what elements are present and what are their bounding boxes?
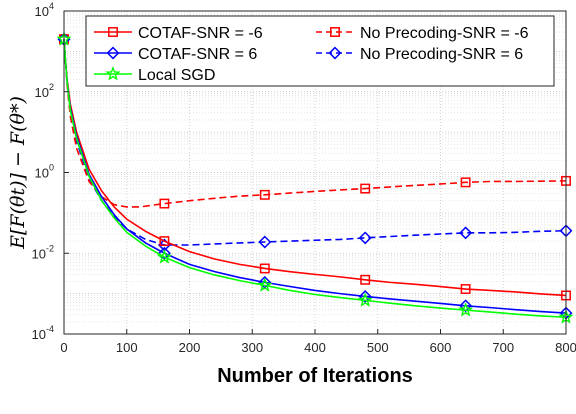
series-point [458, 302, 474, 317]
legend-item: COTAF-SNR = -6 [94, 25, 263, 42]
x-tick-label: 500 [367, 340, 389, 355]
legend-label: No Precoding-SNR = 6 [360, 46, 523, 63]
x-tick-label: 800 [555, 340, 576, 355]
legend-label: No Precoding-SNR = -6 [360, 25, 529, 42]
legend-marker [105, 66, 121, 81]
legend-marker [328, 46, 342, 60]
legend: COTAF-SNR = -6 COTAF-SNR = 6 Local SGD No P… [85, 15, 555, 87]
series-point [157, 246, 171, 260]
series-point [156, 249, 172, 264]
legend-item: No Precoding-SNR = 6 [316, 46, 523, 63]
x-tick-label: 0 [60, 340, 67, 355]
series-point [257, 277, 273, 292]
legend-label: Local SGD [138, 67, 215, 84]
y-tick-labels: 104 102 100 10-2 10-4 [32, 1, 69, 342]
x-tick-label: 100 [116, 340, 138, 355]
series-line [63, 39, 567, 246]
series-point [358, 290, 372, 303]
series-point [358, 231, 372, 245]
series-line [63, 39, 567, 319]
y-tick-label: 100 [35, 163, 54, 181]
y-tick-label: 10-2 [32, 243, 54, 261]
x-tick-label: 200 [179, 340, 201, 355]
y-tick-label: 10-4 [32, 324, 54, 342]
legend-item: Local SGD [94, 66, 215, 84]
series-point [159, 198, 170, 209]
series-line [63, 39, 567, 208]
legend-label: COTAF-SNR = 6 [138, 46, 257, 63]
series-point [460, 177, 471, 188]
series-layer [56, 31, 574, 324]
legend-label: COTAF-SNR = -6 [138, 25, 263, 42]
x-tick-label: 300 [241, 340, 263, 355]
x-tick-labels: 0 100 200 300 400 500 600 700 800 [60, 329, 576, 355]
series-point [459, 226, 473, 240]
series-point [360, 274, 371, 285]
y-tick-label: 104 [35, 1, 54, 19]
series-point [460, 284, 471, 294]
series-point [259, 263, 270, 274]
y-axis-label: E[F(θt)] − F(θ*) [7, 96, 29, 250]
series-line [63, 39, 567, 297]
series-point [357, 292, 373, 307]
series-point [459, 299, 473, 313]
legend-item: No Precoding-SNR = -6 [316, 25, 529, 42]
legend-marker [108, 27, 118, 37]
y-tick-label: 102 [35, 82, 54, 100]
legend-marker [106, 46, 120, 60]
legend-box [85, 15, 555, 87]
series-point [258, 235, 272, 249]
series-point [159, 236, 170, 247]
x-tick-label: 400 [304, 340, 326, 355]
series-point [259, 189, 270, 200]
legend-marker [330, 27, 340, 37]
x-axis-label: Number of Iterations [217, 365, 413, 387]
x-tick-label: 600 [430, 340, 452, 355]
series-point [360, 183, 371, 194]
x-tick-label: 700 [492, 340, 514, 355]
legend-item: COTAF-SNR = 6 [94, 46, 257, 63]
